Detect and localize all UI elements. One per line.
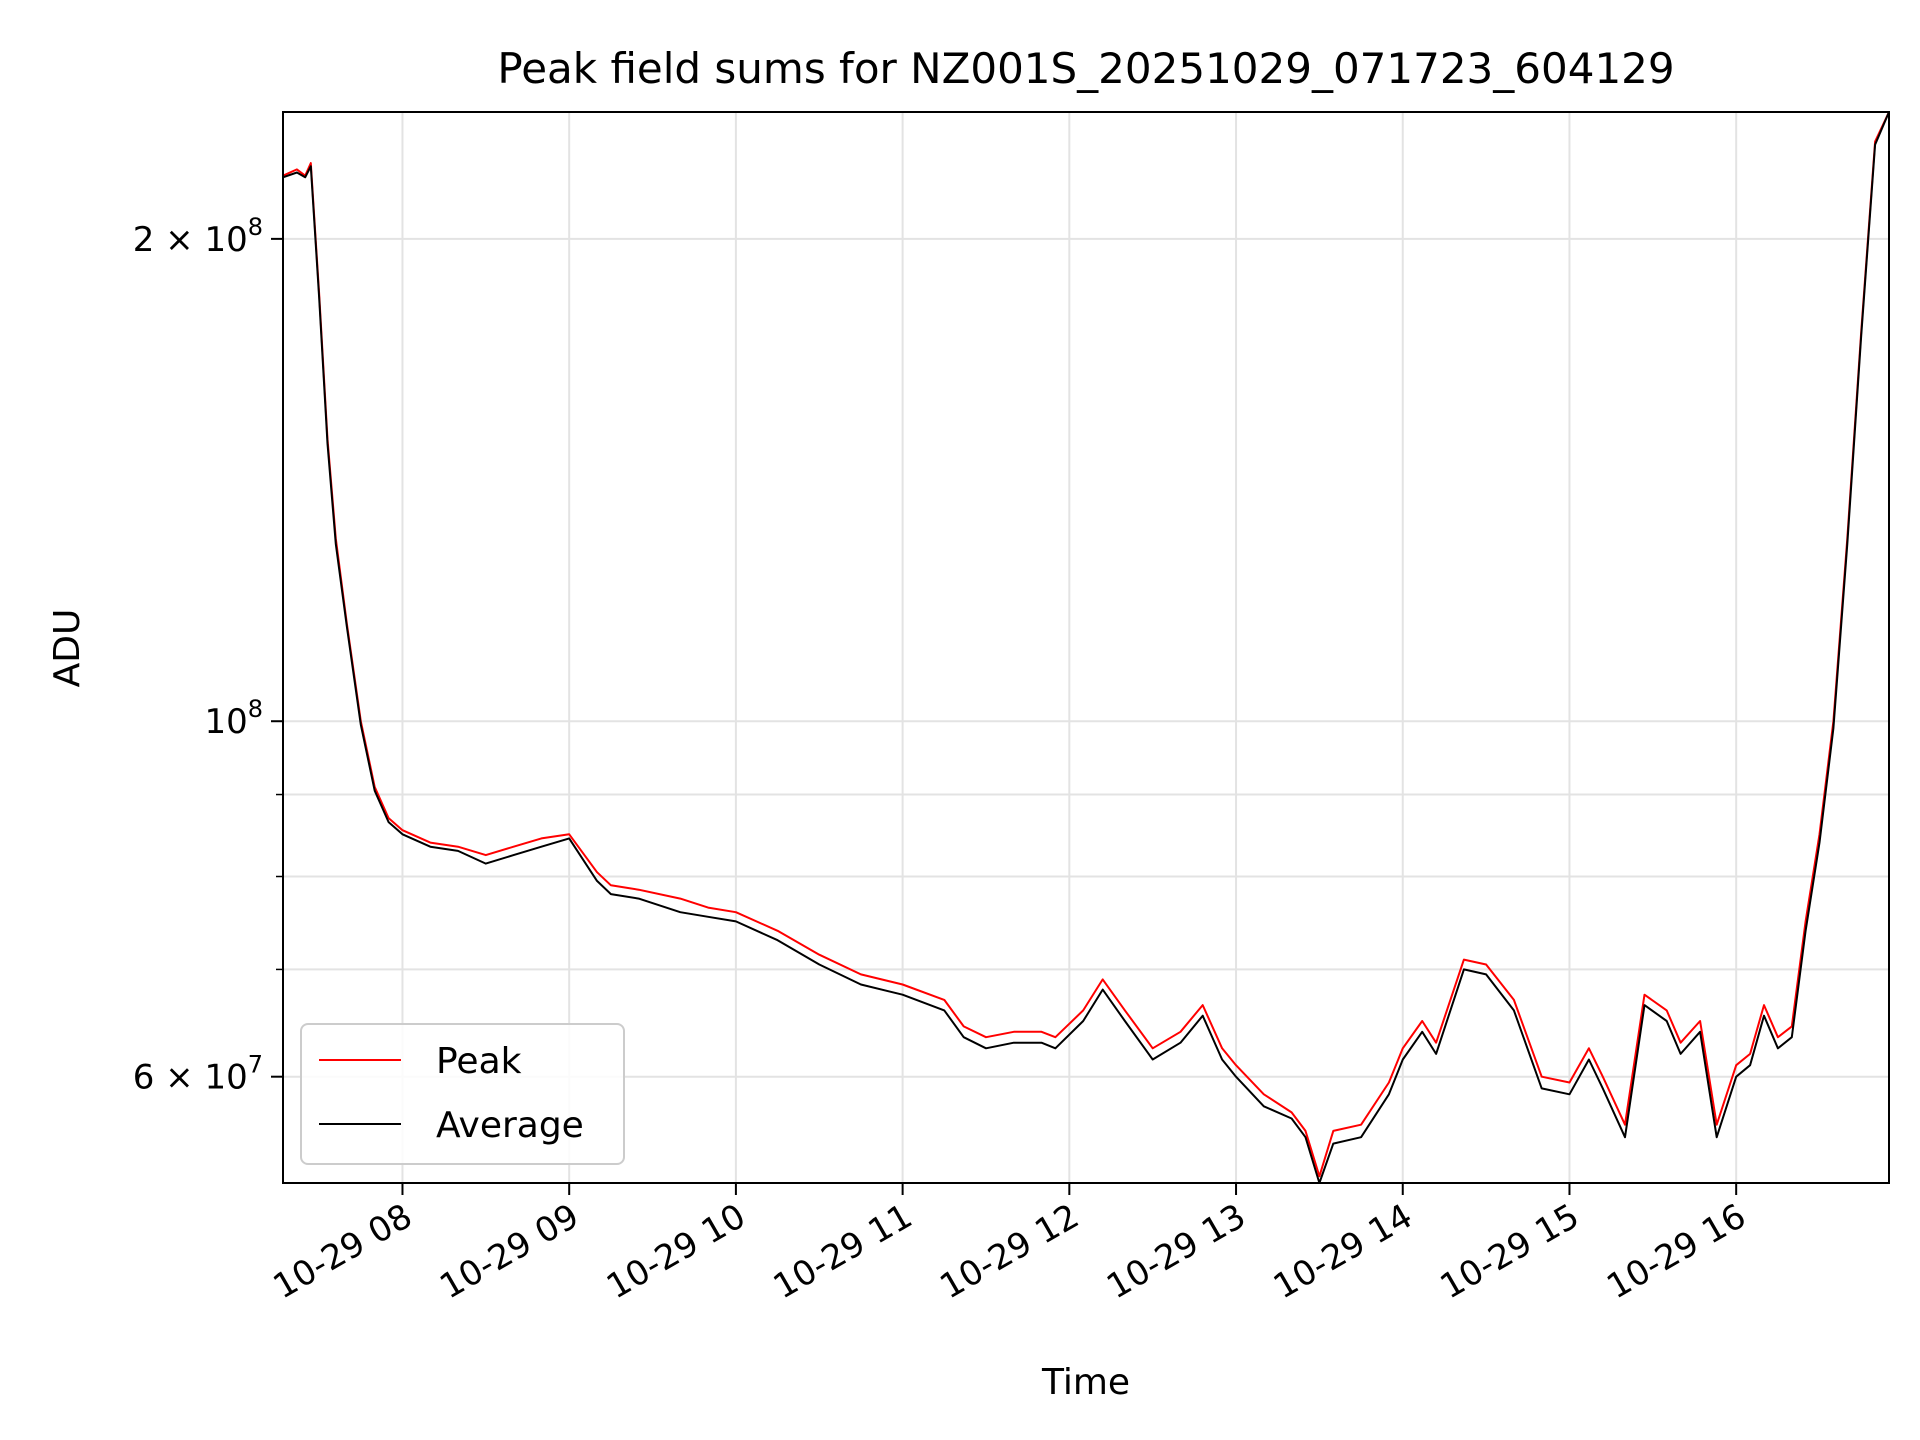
y-tick-label: 108: [204, 695, 263, 742]
y-tick-exponent: 7: [248, 1051, 263, 1079]
y-tick-mantissa: 2: [133, 220, 155, 260]
plot-frame: [282, 111, 1890, 1184]
y-tick-label: 2 × 108: [133, 213, 263, 260]
y-tick-exponent: 8: [248, 213, 263, 241]
y-axis-label: ADU: [47, 609, 88, 688]
legend-label-average: Average: [436, 1105, 584, 1146]
legend-label-peak: Peak: [436, 1041, 522, 1082]
series-line-peak: [282, 111, 1890, 1178]
y-tick-exponent: 8: [248, 695, 263, 723]
y-axis: 2 × 108 108 6 × 107: [133, 213, 283, 1098]
series-layer: [282, 111, 1890, 1184]
chart-title: Peak field sums for NZ001S_20251029_0717…: [497, 44, 1674, 93]
y-tick-mantissa: 6: [133, 1058, 155, 1098]
y-tick-label: 6 × 107: [133, 1051, 263, 1098]
x-axis-label: Time: [1041, 1362, 1130, 1403]
legend: Peak Average: [300, 1023, 625, 1165]
series-line-average: [282, 111, 1890, 1184]
